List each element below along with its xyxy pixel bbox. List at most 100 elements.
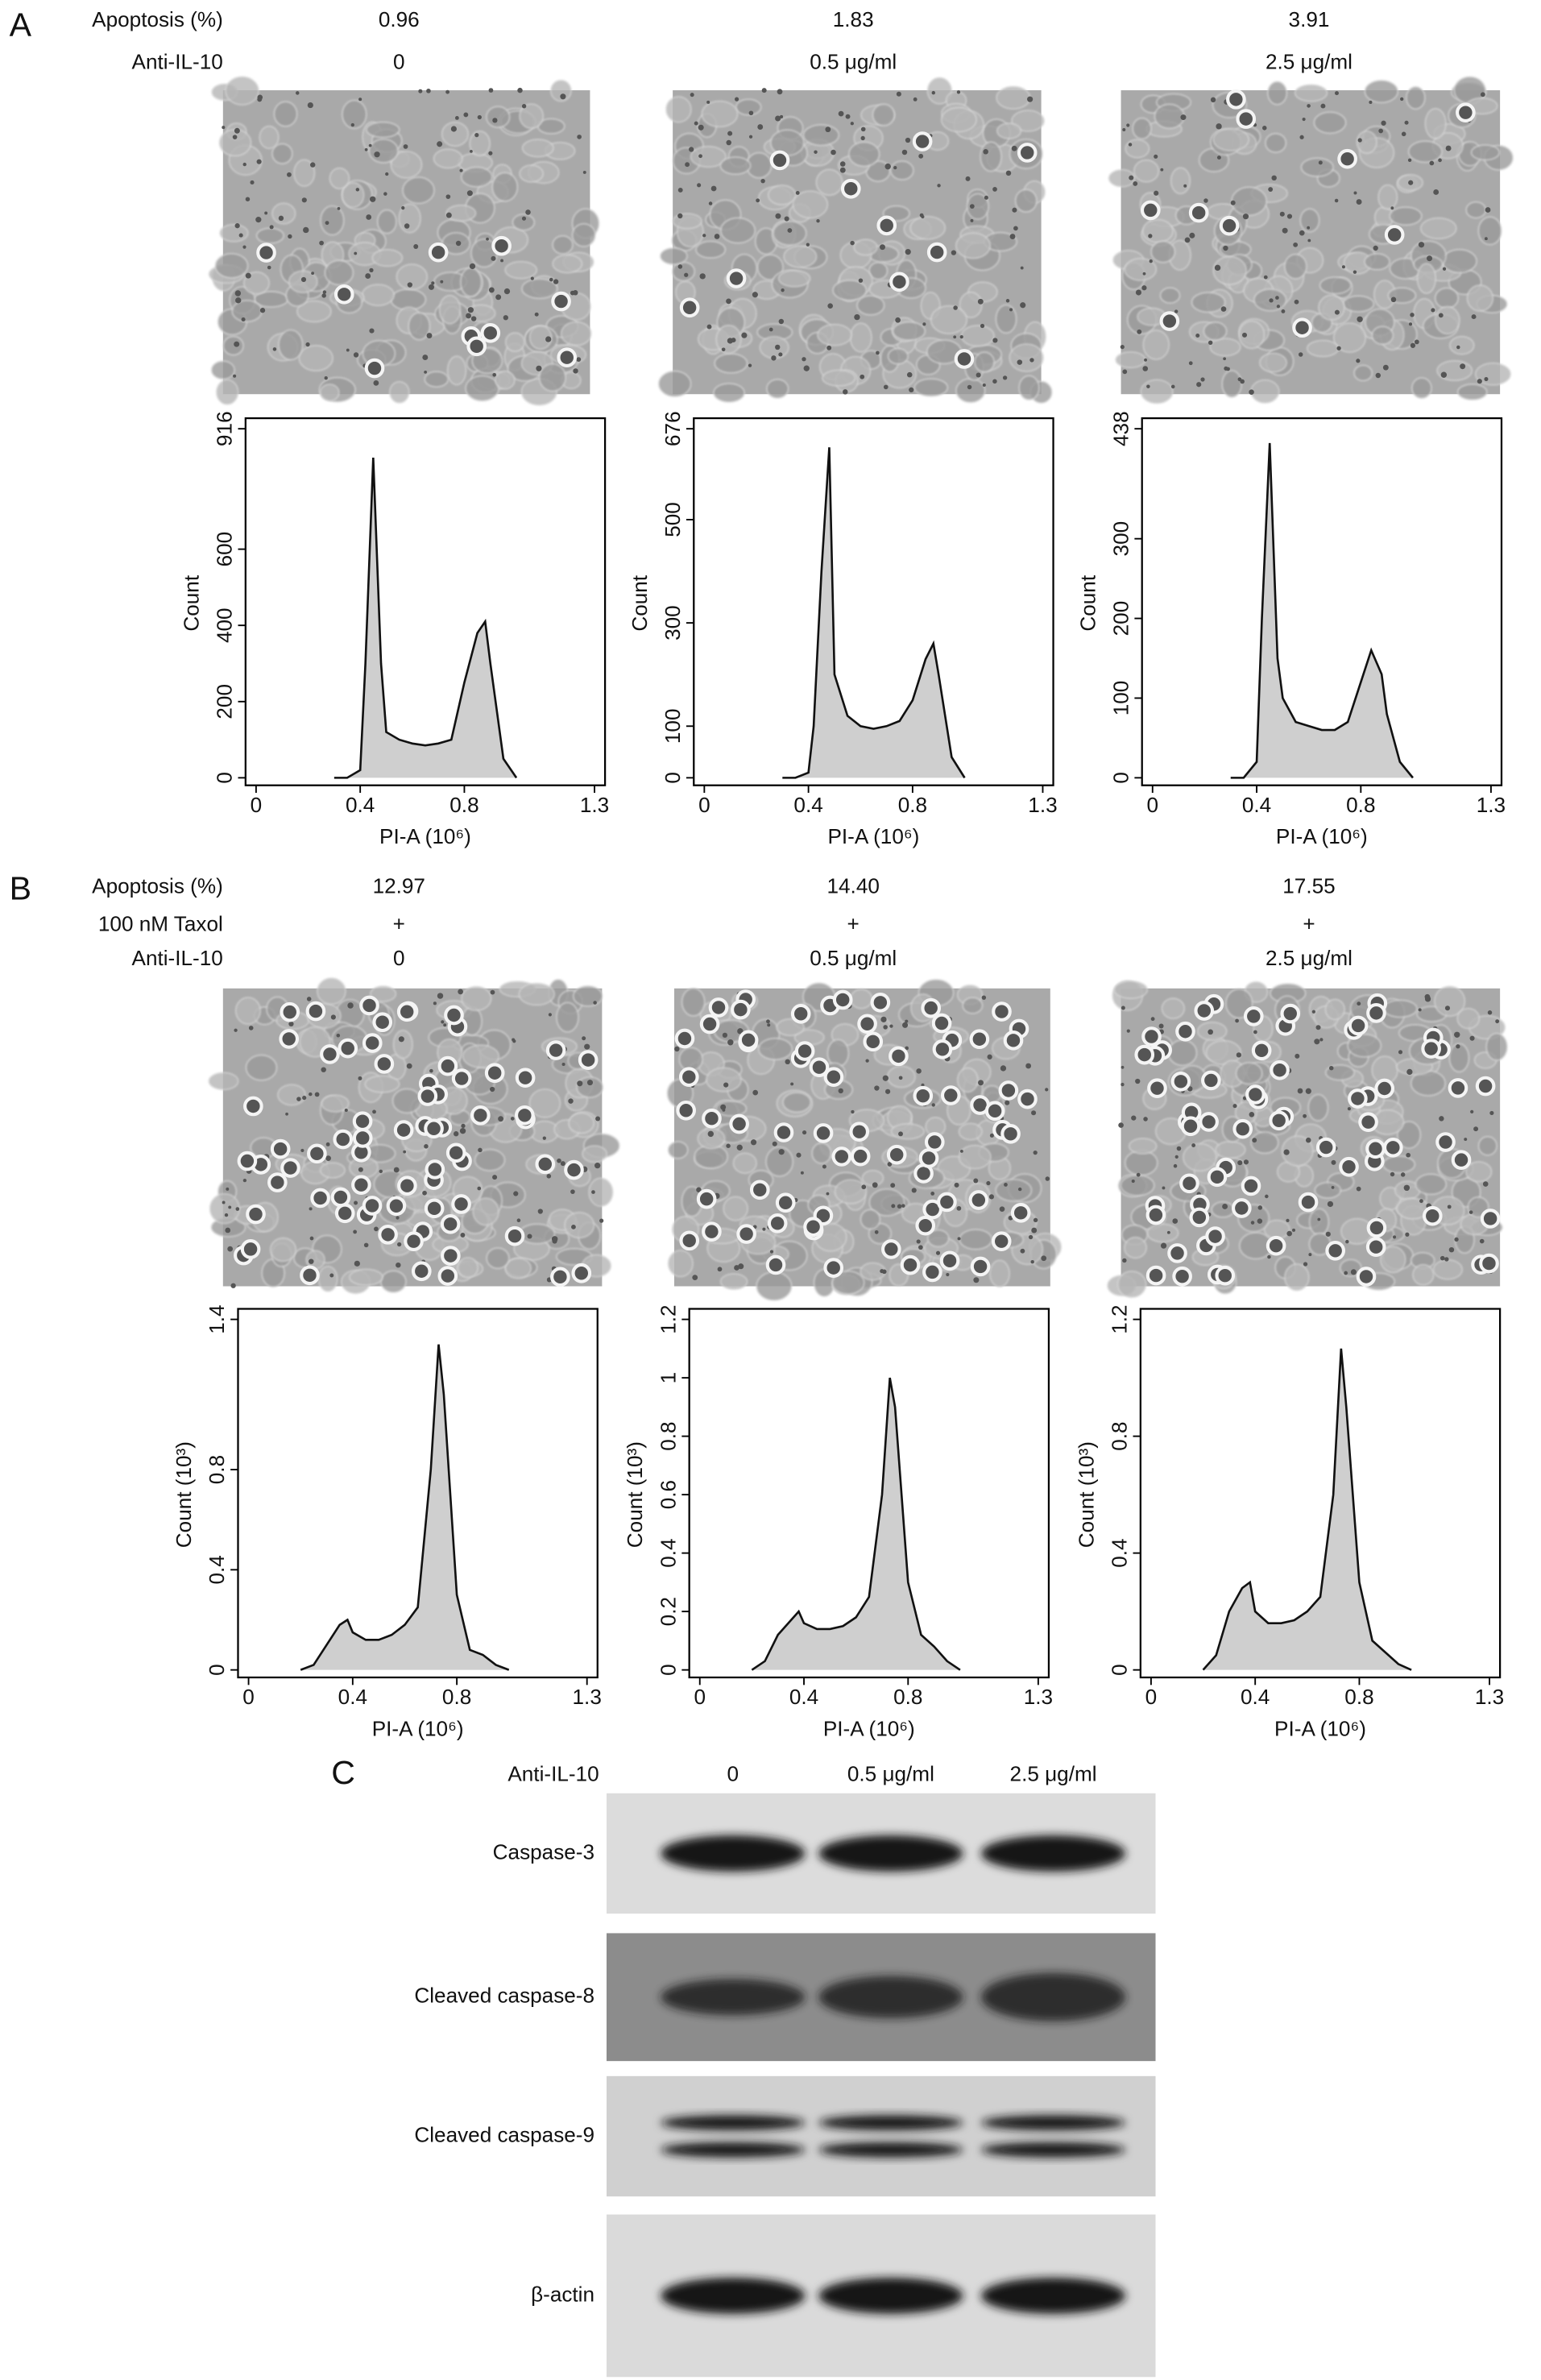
nucleus-dot [893, 165, 897, 170]
round-cell [1207, 1167, 1228, 1188]
nucleus-dot [1345, 1239, 1349, 1244]
nucleus-dot [1489, 1110, 1494, 1116]
cell [989, 1259, 1010, 1288]
nucleus-dot [826, 1192, 830, 1196]
nucleus-dot [1454, 1031, 1460, 1038]
cell [370, 985, 397, 1002]
round-cell [1179, 1173, 1199, 1194]
nucleus-dot [470, 316, 477, 321]
cell [782, 1092, 812, 1113]
nucleus-dot [1293, 242, 1299, 247]
nucleus-dot [235, 297, 242, 304]
cell [1142, 330, 1170, 360]
nucleus-dot [300, 1148, 304, 1153]
cell [1396, 1121, 1422, 1150]
nucleus-dot [337, 206, 341, 210]
nucleus-dot [890, 1183, 896, 1188]
y-tick-label: 916 [212, 411, 236, 446]
nucleus-dot [561, 1062, 565, 1067]
nucleus-dot [354, 1260, 360, 1267]
cell [1435, 305, 1460, 335]
round-cell [970, 1256, 991, 1277]
nucleus-dot [470, 149, 473, 153]
cell [889, 160, 914, 180]
nucleus-dot [874, 1229, 879, 1234]
cell [1221, 370, 1243, 398]
nucleus-dot [905, 1046, 909, 1051]
nucleus-dot [466, 190, 473, 197]
cell [298, 345, 333, 371]
nucleus-dot [232, 135, 238, 139]
protein-label: Cleaved caspase-8 [414, 1984, 594, 2008]
nucleus-dot [706, 324, 712, 330]
nucleus-dot [437, 993, 444, 999]
cell [465, 375, 500, 402]
histogram [1230, 442, 1414, 779]
nucleus-dot [969, 204, 975, 209]
nucleus-dot [234, 127, 240, 134]
nucleus-dot [889, 1024, 893, 1028]
x-tick-label: 0.4 [346, 793, 375, 817]
nucleus-dot [1242, 1096, 1247, 1101]
nucleus-dot [1173, 1163, 1178, 1168]
cell [1456, 383, 1488, 401]
nucleus-dot [422, 1190, 427, 1196]
cell [1141, 218, 1174, 243]
nucleus-dot [429, 1068, 433, 1073]
nucleus-dot [692, 1275, 698, 1281]
nucleus-dot [1408, 322, 1413, 326]
y-tick-label: 0 [661, 772, 685, 784]
cell [1300, 157, 1334, 177]
nucleus-dot [570, 1189, 575, 1194]
nucleus-dot [1334, 198, 1339, 203]
nucleus-dot [500, 259, 503, 263]
nucleus-dot [887, 1162, 893, 1167]
nucleus-dot [1150, 1017, 1155, 1022]
nucleus-dot [577, 1080, 583, 1087]
nucleus-dot [1118, 1122, 1124, 1128]
nucleus-dot [440, 280, 444, 284]
nucleus-dot [1378, 128, 1384, 134]
nucleus-dot [946, 1272, 950, 1277]
y-tick-label: 200 [212, 684, 236, 719]
nucleus-dot [1005, 299, 1010, 303]
condition-value: 1.83 [833, 7, 874, 31]
round-cell [674, 1028, 695, 1049]
round-cell [424, 1198, 445, 1219]
nucleus-dot [803, 365, 810, 371]
cell [1470, 144, 1501, 161]
cell [1485, 1032, 1508, 1061]
cell [848, 141, 880, 168]
nucleus-dot [795, 191, 800, 195]
nucleus-dot [967, 384, 972, 390]
x-axis-label: PI-A (10⁶) [827, 824, 919, 848]
nucleus-dot [845, 114, 851, 119]
nucleus-dot [1473, 1126, 1479, 1132]
nucleus-dot [1031, 1110, 1037, 1116]
round-cell [932, 1039, 953, 1059]
round-cell [765, 1254, 786, 1275]
cell [1434, 985, 1466, 1017]
nucleus-dot [1419, 1199, 1423, 1204]
cell [1250, 1131, 1279, 1155]
round-cell [832, 989, 853, 1010]
nucleus-dot [874, 1085, 880, 1091]
nucleus-dot [1136, 1172, 1141, 1177]
cell [849, 322, 872, 353]
nucleus-dot [1183, 184, 1187, 188]
nucleus-dot [1406, 1152, 1411, 1158]
nucleus-dot [726, 298, 731, 305]
cell [665, 96, 692, 123]
nucleus-dot [467, 307, 474, 313]
nucleus-dot [373, 379, 379, 386]
cell [504, 260, 538, 280]
cell [1018, 375, 1040, 401]
cell [319, 384, 340, 402]
nucleus-dot [560, 1161, 565, 1167]
nucleus-dot [350, 122, 355, 127]
cell [962, 997, 984, 1014]
nucleus-dot [1262, 126, 1267, 131]
nucleus-dot [1158, 1023, 1164, 1029]
nucleus-dot [902, 1022, 909, 1028]
nucleus-dot [736, 1144, 743, 1151]
